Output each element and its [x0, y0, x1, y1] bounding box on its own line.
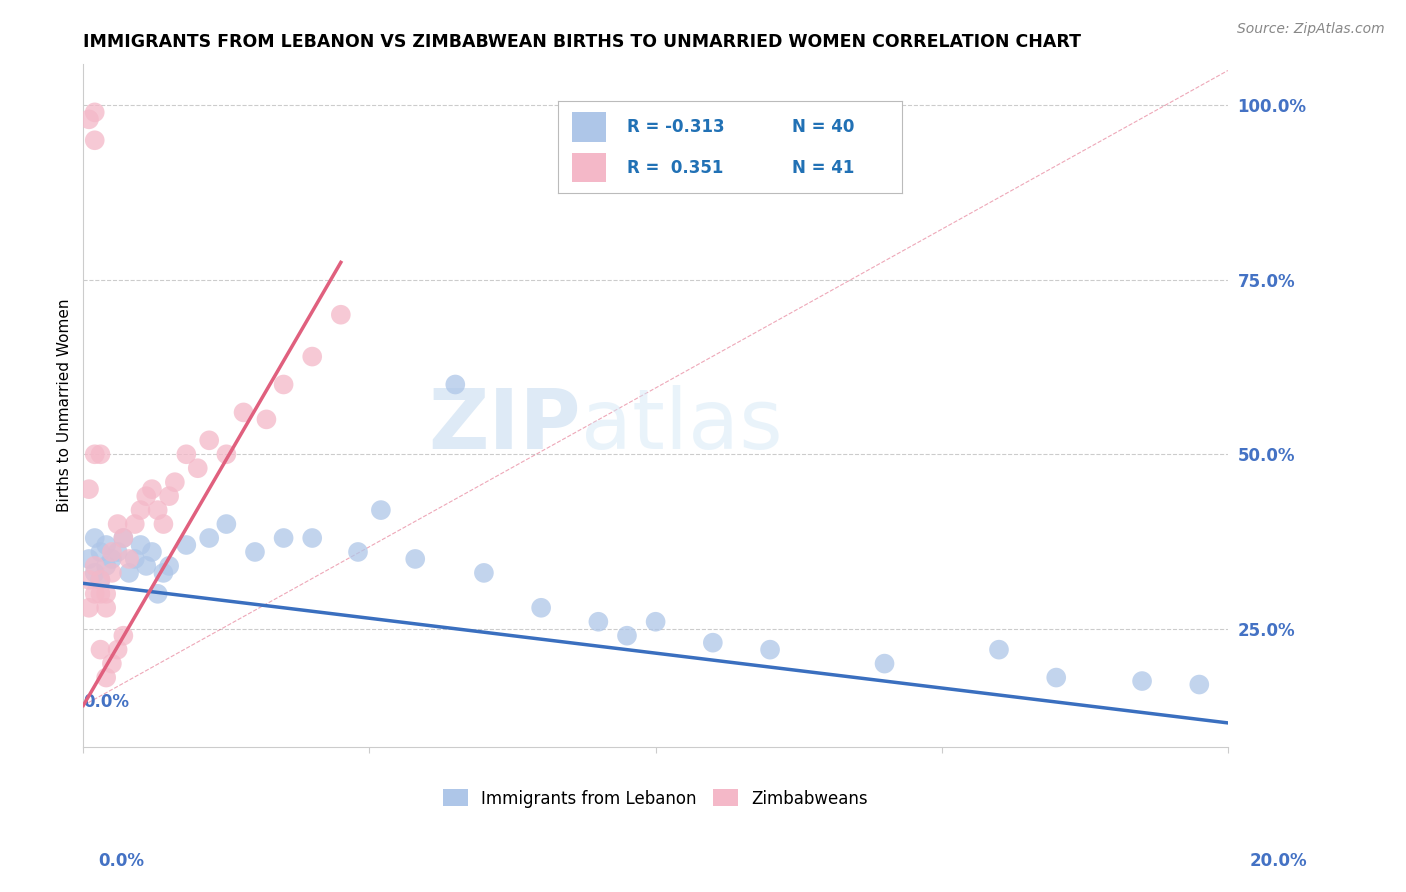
Point — [89, 447, 111, 461]
Point — [141, 482, 163, 496]
Text: atlas: atlas — [581, 385, 783, 467]
Text: 0.0%: 0.0% — [83, 692, 129, 711]
Point — [198, 531, 221, 545]
Point — [988, 642, 1011, 657]
Point — [273, 377, 295, 392]
Point — [176, 447, 198, 461]
Point — [163, 475, 186, 490]
Point — [77, 482, 100, 496]
Point — [101, 552, 124, 566]
Point — [530, 600, 553, 615]
Point — [96, 587, 118, 601]
Point — [404, 552, 426, 566]
Point — [152, 516, 174, 531]
Point — [101, 566, 124, 580]
Point — [89, 587, 111, 601]
Point — [107, 545, 129, 559]
Text: 20.0%: 20.0% — [1250, 852, 1308, 870]
Point — [112, 531, 135, 545]
Point — [215, 447, 238, 461]
Point — [124, 516, 146, 531]
Point — [141, 545, 163, 559]
Point — [107, 642, 129, 657]
Point — [215, 516, 238, 531]
Point — [444, 377, 467, 392]
Point — [301, 350, 323, 364]
Point — [759, 642, 782, 657]
Point — [702, 635, 724, 649]
Point — [873, 657, 896, 671]
Point — [83, 587, 105, 601]
Point — [118, 552, 141, 566]
Point — [89, 545, 111, 559]
Point — [1130, 674, 1153, 689]
Point — [83, 133, 105, 147]
Point — [644, 615, 666, 629]
Point — [232, 405, 254, 419]
Point — [329, 308, 352, 322]
Point — [77, 552, 100, 566]
Point — [1188, 677, 1211, 691]
Y-axis label: Births to Unmarried Women: Births to Unmarried Women — [58, 299, 72, 512]
Text: Source: ZipAtlas.com: Source: ZipAtlas.com — [1237, 22, 1385, 37]
Point — [89, 642, 111, 657]
Point — [96, 538, 118, 552]
Point — [124, 552, 146, 566]
Point — [89, 573, 111, 587]
Point — [83, 566, 105, 580]
Point — [135, 558, 157, 573]
Point — [254, 412, 277, 426]
Point — [83, 105, 105, 120]
Point — [112, 629, 135, 643]
Point — [112, 531, 135, 545]
Point — [129, 503, 152, 517]
Point — [129, 538, 152, 552]
Point — [83, 558, 105, 573]
Point — [77, 112, 100, 127]
Point — [96, 671, 118, 685]
Point — [1045, 671, 1067, 685]
Point — [243, 545, 266, 559]
Point — [176, 538, 198, 552]
Point — [187, 461, 209, 475]
Point — [146, 503, 169, 517]
Text: 0.0%: 0.0% — [98, 852, 145, 870]
Text: ZIP: ZIP — [429, 385, 581, 467]
Point — [77, 573, 100, 587]
Point — [616, 629, 638, 643]
Point — [157, 558, 180, 573]
Text: IMMIGRANTS FROM LEBANON VS ZIMBABWEAN BIRTHS TO UNMARRIED WOMEN CORRELATION CHAR: IMMIGRANTS FROM LEBANON VS ZIMBABWEAN BI… — [83, 33, 1081, 51]
Point — [370, 503, 392, 517]
Point — [146, 587, 169, 601]
Point — [83, 531, 105, 545]
Point — [101, 545, 124, 559]
Point — [273, 531, 295, 545]
Point — [347, 545, 370, 559]
Point — [89, 573, 111, 587]
Point — [135, 489, 157, 503]
Point — [77, 600, 100, 615]
Point — [118, 566, 141, 580]
Point — [588, 615, 610, 629]
Point — [107, 516, 129, 531]
Point — [96, 558, 118, 573]
Point — [198, 434, 221, 448]
Point — [157, 489, 180, 503]
Point — [83, 447, 105, 461]
Legend: Immigrants from Lebanon, Zimbabweans: Immigrants from Lebanon, Zimbabweans — [436, 782, 875, 814]
Point — [96, 600, 118, 615]
Point — [152, 566, 174, 580]
Point — [301, 531, 323, 545]
Point — [101, 657, 124, 671]
Point — [472, 566, 495, 580]
